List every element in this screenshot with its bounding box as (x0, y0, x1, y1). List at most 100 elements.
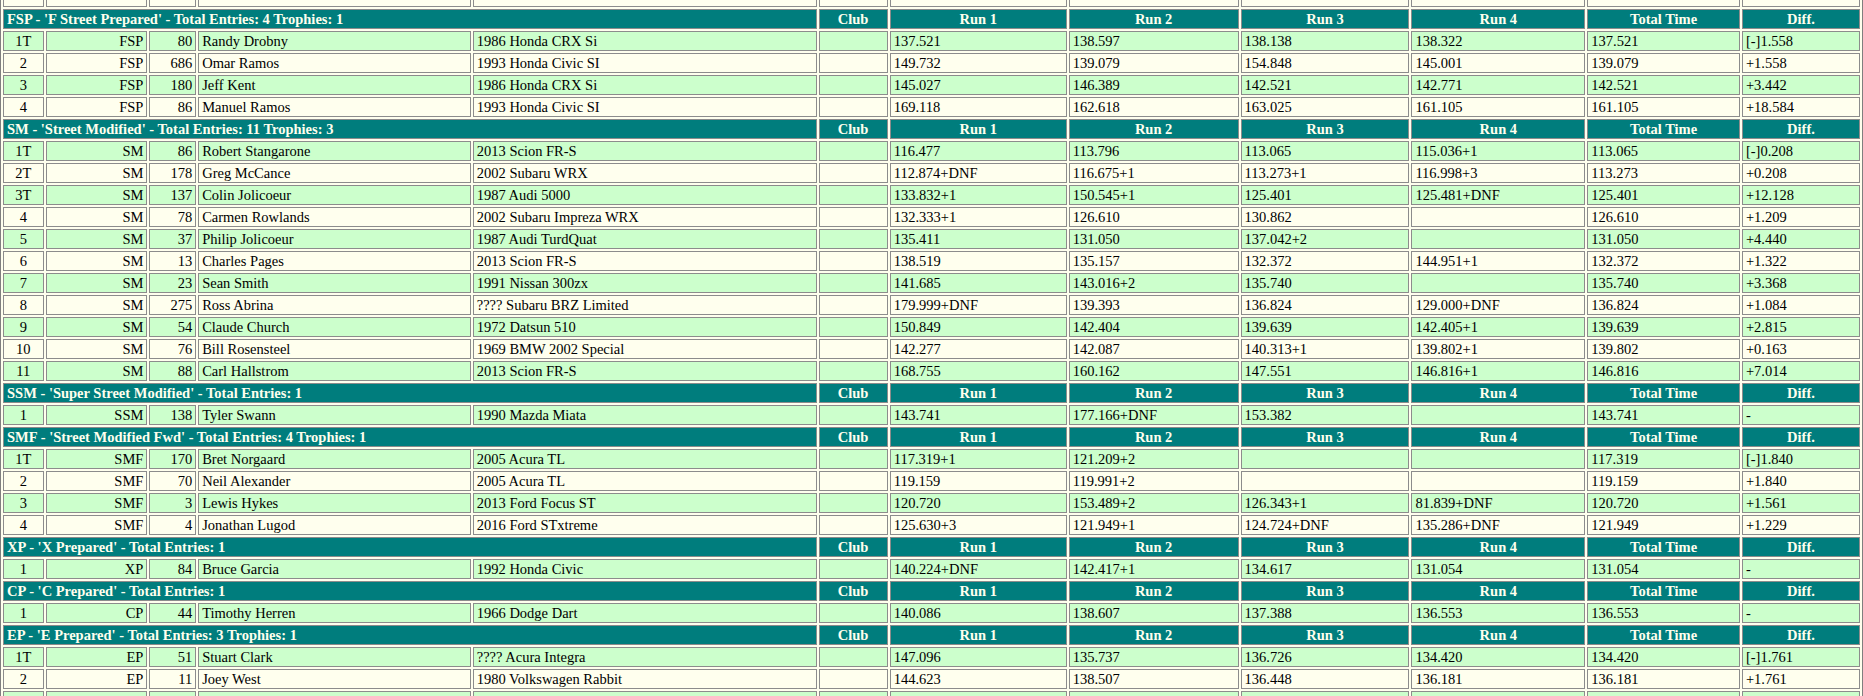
pos-cell: 2 (3, 53, 44, 73)
run4-cell: 115.036+1 (1411, 141, 1585, 161)
diff-column-header: Diff. (1742, 9, 1860, 29)
class-cell: SM (46, 317, 148, 337)
run3-cell: 163.025 (1241, 97, 1410, 117)
car-cell: 2013 Ford Focus ST (473, 493, 817, 513)
driver-cell: Carl Hallstrom (198, 361, 471, 381)
diff-cell: +4.440 (1742, 229, 1860, 249)
clipped-top-row (3, 0, 1860, 7)
class-cell: SM (46, 273, 148, 293)
diff-column-header: Diff. (1742, 581, 1860, 601)
club-cell (819, 493, 888, 513)
club-column-header: Club (819, 427, 888, 447)
pos-cell: 3T (3, 185, 44, 205)
pos-cell: 5 (3, 229, 44, 249)
num-cell: 78 (149, 207, 196, 227)
car-cell: 1987 Audi 5000 (473, 185, 817, 205)
run2-cell: 121.949+1 (1069, 515, 1239, 535)
diff-cell (1742, 0, 1860, 7)
run4-cell: 161.105 (1411, 97, 1585, 117)
diff-column-header: Diff. (1742, 383, 1860, 403)
section-header-row: SM - 'Street Modified' - Total Entries: … (3, 119, 1860, 139)
club-cell (819, 669, 888, 689)
total-time-cell: 120.720 (1587, 493, 1740, 513)
car-cell: 2005 Acura TL (473, 471, 817, 491)
result-row: 1TSM86Robert Stangarone2013 Scion FR-S11… (3, 141, 1860, 161)
pos-cell: 1T (3, 647, 44, 667)
driver-cell: Jonathan Lugod (198, 515, 471, 535)
total-time-column-header: Total Time (1587, 383, 1740, 403)
run4-cell: 136.553 (1411, 603, 1585, 623)
results-table: FSP - 'F Street Prepared' - Total Entrie… (0, 0, 1863, 696)
driver-cell: Neil Alexander (198, 471, 471, 491)
driver-cell: Randy Drobny (198, 31, 471, 51)
run2-cell: 126.610 (1069, 207, 1239, 227)
pos-cell: 1T (3, 141, 44, 161)
num-cell: 251 (149, 691, 196, 696)
run3-cell: 113.273+1 (1241, 163, 1410, 183)
run1-cell: 142.277 (890, 339, 1067, 359)
total-time-cell: 126.610 (1587, 207, 1740, 227)
car-cell: 1986 Honda CRX Si (473, 75, 817, 95)
result-row: 4SM78Carmen Rowlands2002 Subaru Impreza … (3, 207, 1860, 227)
class-cell: SM (46, 207, 148, 227)
run3-cell: 153.382 (1241, 405, 1410, 425)
club-cell (819, 185, 888, 205)
section-title: SSM - 'Super Street Modified' - Total En… (3, 383, 817, 403)
result-row: 7SM23Sean Smith1991 Nissan 300zx141.6851… (3, 273, 1860, 293)
run4-cell (1411, 207, 1585, 227)
run2-cell: 119.991+2 (1069, 471, 1239, 491)
class-cell: SM (46, 251, 148, 271)
total-time-cell: 136.824 (1587, 295, 1740, 315)
class-cell: EP (46, 669, 148, 689)
pos-cell (3, 0, 44, 7)
run4-cell: 145.001 (1411, 53, 1585, 73)
pos-cell: 6 (3, 251, 44, 271)
diff-cell: - (1742, 559, 1860, 579)
run1-cell: 138.519 (890, 251, 1067, 271)
section-title: SMF - 'Street Modified Fwd' - Total Entr… (3, 427, 817, 447)
pos-cell: 1T (3, 449, 44, 469)
run4-cell: 134.420 (1411, 647, 1585, 667)
club-cell (819, 559, 888, 579)
car-cell: 2013 Scion FR-S (473, 361, 817, 381)
diff-cell: [-]1.761 (1742, 647, 1860, 667)
run3-cell (1241, 0, 1410, 7)
total-time-cell: 132.372 (1587, 251, 1740, 271)
run4-column-header: Run 4 (1411, 119, 1585, 139)
club-cell (819, 405, 888, 425)
run2-cell: 142.417+1 (1069, 559, 1239, 579)
result-row: 1TSMF170Bret Norgaard2005 Acura TL117.31… (3, 449, 1860, 469)
run3-cell: 140.313+1 (1241, 339, 1410, 359)
driver-cell: Philip Jolicoeur (198, 229, 471, 249)
car-cell: 1993 Honda Civic SI (473, 53, 817, 73)
run3-cell: 136.824 (1241, 295, 1410, 315)
diff-column-header: Diff. (1742, 427, 1860, 447)
run1-column-header: Run 1 (890, 9, 1067, 29)
run1-column-header: Run 1 (890, 625, 1067, 645)
run2-cell: 162.618 (1069, 97, 1239, 117)
num-cell: 44 (149, 603, 196, 623)
run4-column-header: Run 4 (1411, 383, 1585, 403)
pos-cell: 10 (3, 339, 44, 359)
driver-cell (198, 0, 471, 7)
class-cell: SM (46, 229, 148, 249)
run4-column-header: Run 4 (1411, 537, 1585, 557)
run1-cell: 157.704+1 (890, 691, 1067, 696)
club-cell (819, 339, 888, 359)
diff-cell: [-]1.558 (1742, 31, 1860, 51)
pos-cell: 2T (3, 163, 44, 183)
car-cell: 1987 Audi TurdQuat (473, 229, 817, 249)
total-time-cell: 119.159 (1587, 471, 1740, 491)
driver-cell: Bruce Garcia (198, 559, 471, 579)
driver-cell: Omar Ramos (198, 53, 471, 73)
run2-cell: 116.675+1 (1069, 163, 1239, 183)
driver-cell: Ross Abrina (198, 295, 471, 315)
run2-cell: 177.166+DNF (1069, 405, 1239, 425)
club-cell (819, 647, 888, 667)
run4-cell (1411, 449, 1585, 469)
run4-cell: 142.405+1 (1411, 317, 1585, 337)
section-title: CP - 'C Prepared' - Total Entries: 1 (3, 581, 817, 601)
run1-cell: 147.096 (890, 647, 1067, 667)
run3-column-header: Run 3 (1241, 427, 1410, 447)
run3-cell: 147.551 (1241, 361, 1410, 381)
